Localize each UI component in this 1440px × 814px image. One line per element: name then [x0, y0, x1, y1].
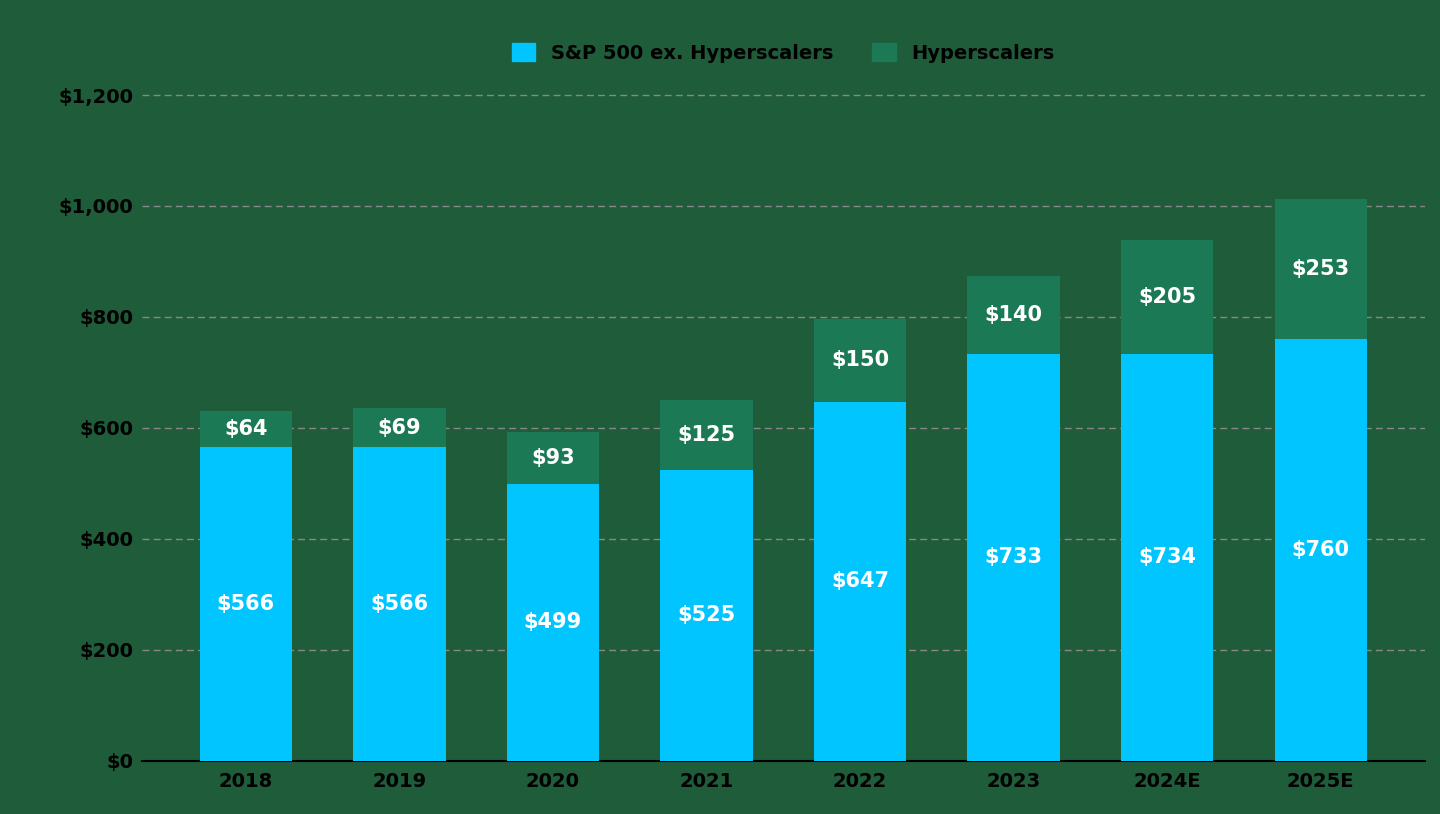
- Text: $647: $647: [831, 571, 888, 591]
- Bar: [968, 354, 1060, 761]
- Bar: [200, 411, 292, 447]
- Text: $125: $125: [677, 425, 736, 444]
- Bar: [353, 447, 445, 761]
- Text: $64: $64: [225, 419, 268, 439]
- Text: $205: $205: [1138, 287, 1197, 307]
- Bar: [1120, 353, 1212, 761]
- Bar: [353, 409, 445, 447]
- Text: $566: $566: [217, 593, 275, 614]
- Bar: [814, 318, 906, 402]
- Text: $253: $253: [1292, 259, 1349, 279]
- Text: $150: $150: [831, 350, 888, 370]
- Bar: [200, 447, 292, 761]
- Bar: [661, 470, 753, 761]
- Text: $525: $525: [677, 605, 736, 625]
- Text: $760: $760: [1292, 540, 1349, 560]
- Bar: [814, 402, 906, 761]
- Text: $733: $733: [985, 548, 1043, 567]
- Text: $140: $140: [985, 305, 1043, 326]
- Text: $566: $566: [370, 593, 429, 614]
- Bar: [968, 277, 1060, 354]
- Bar: [507, 484, 599, 761]
- Text: $734: $734: [1138, 547, 1197, 567]
- Text: $499: $499: [524, 612, 582, 632]
- Bar: [507, 432, 599, 484]
- Bar: [1274, 339, 1367, 761]
- Bar: [1120, 240, 1212, 353]
- Text: $93: $93: [531, 449, 575, 468]
- Bar: [661, 400, 753, 470]
- Bar: [1274, 199, 1367, 339]
- Text: $69: $69: [377, 418, 422, 438]
- Legend: S&P 500 ex. Hyperscalers, Hyperscalers: S&P 500 ex. Hyperscalers, Hyperscalers: [504, 36, 1063, 70]
